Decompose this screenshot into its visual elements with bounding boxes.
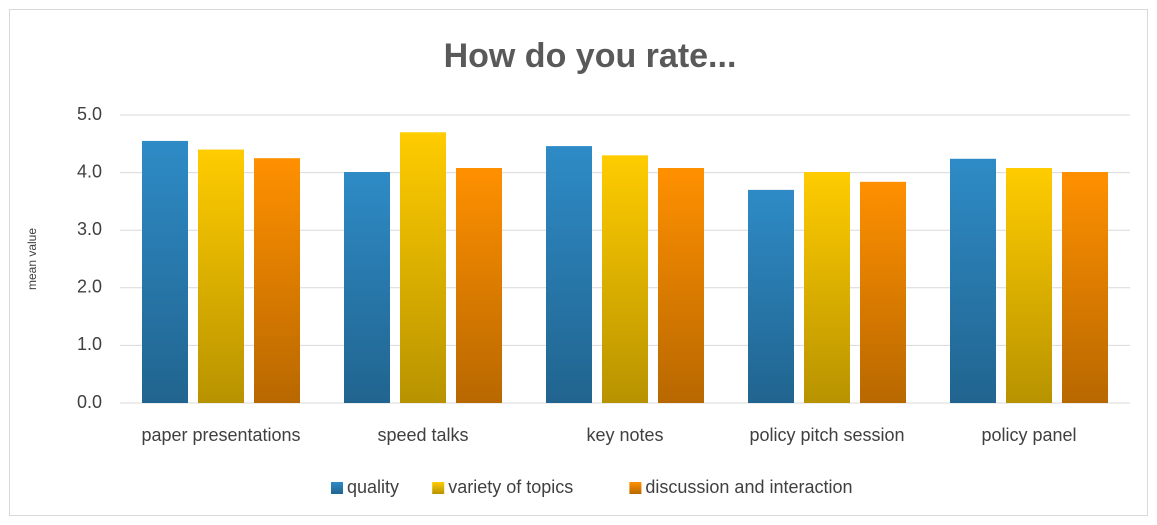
bar xyxy=(860,181,906,403)
legend-label: quality xyxy=(347,477,399,497)
y-tick-label: 4.0 xyxy=(77,161,102,181)
bar xyxy=(198,149,244,403)
x-tick-label: paper presentations xyxy=(141,425,300,445)
y-tick-label: 3.0 xyxy=(77,219,102,239)
bar xyxy=(602,155,648,403)
bar xyxy=(400,132,446,403)
legend-label: variety of topics xyxy=(448,477,573,497)
legend-swatch xyxy=(629,482,642,494)
y-tick-label: 2.0 xyxy=(77,277,102,297)
bar xyxy=(254,158,300,403)
y-axis-label: mean value xyxy=(25,228,39,290)
bar xyxy=(950,158,996,403)
legend-swatch xyxy=(331,482,343,494)
bar xyxy=(748,189,794,403)
legend-swatch xyxy=(432,482,445,494)
x-tick-label: key notes xyxy=(586,425,663,445)
bar xyxy=(1006,167,1052,403)
y-tick-label: 0.0 xyxy=(77,392,102,412)
y-tick-label: 1.0 xyxy=(77,334,102,354)
bar xyxy=(344,172,390,403)
x-tick-label: policy panel xyxy=(981,425,1076,445)
bar xyxy=(804,172,850,403)
bar xyxy=(658,167,704,403)
bar xyxy=(546,146,592,403)
y-tick-label: 5.0 xyxy=(77,104,102,124)
x-tick-label: policy pitch session xyxy=(749,425,904,445)
chart-title: How do you rate... xyxy=(444,37,737,75)
x-tick-label: speed talks xyxy=(377,425,468,445)
legend-label: discussion and interaction xyxy=(645,477,852,497)
bar xyxy=(456,167,502,403)
bar xyxy=(142,140,188,404)
bar xyxy=(1062,172,1108,403)
